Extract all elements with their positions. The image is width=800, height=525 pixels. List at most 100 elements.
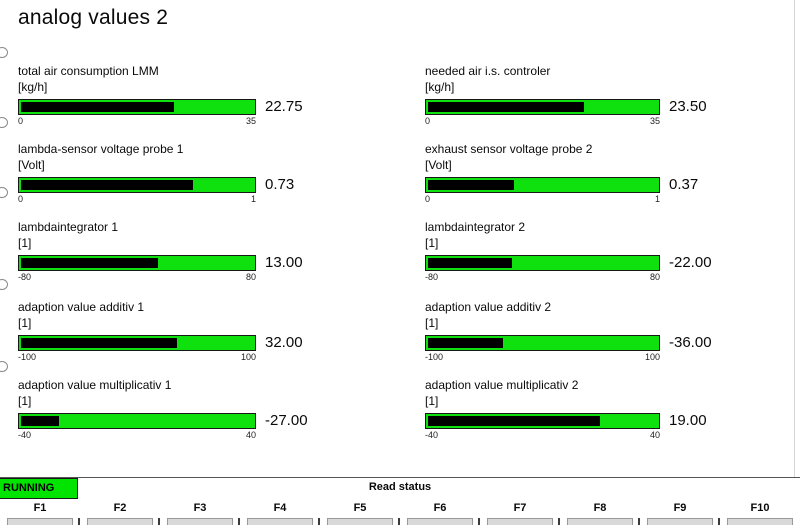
- gauge-scale-min: -100: [18, 352, 37, 362]
- gauge-scale-min: -80: [425, 272, 439, 282]
- gauge-unit: [Volt]: [425, 158, 452, 172]
- gauge-label: exhaust sensor voltage probe 2: [425, 142, 593, 156]
- gauge-unit: [1]: [18, 236, 32, 250]
- gauge-label: needed air i.s. controler: [425, 64, 551, 78]
- gauge-value: 0.73: [265, 176, 295, 193]
- gauge-bar: [425, 98, 660, 115]
- f8-button[interactable]: [567, 518, 633, 525]
- gauge-value: 32.00: [265, 334, 303, 351]
- gauge-bar: [18, 412, 256, 429]
- gauge-bar: [18, 98, 256, 115]
- f2-button[interactable]: [87, 518, 153, 525]
- gauge: lambdaintegrator 1 [1] 13.00 -80 80: [18, 219, 378, 282]
- gauge-scale-max: 40: [649, 430, 660, 440]
- radio-indicator-icon[interactable]: [0, 47, 8, 58]
- gauge-value: 0.37: [669, 176, 699, 193]
- gauge-unit: [1]: [18, 316, 32, 330]
- gauge-scale-max: 1: [250, 194, 256, 204]
- gauge-unit: [Volt]: [18, 158, 45, 172]
- gauge-label: lambdaintegrator 1: [18, 220, 119, 234]
- gauge-bar: [425, 334, 660, 351]
- gauge-label: adaption value additiv 1: [18, 300, 145, 314]
- page-title: analog values 2: [18, 6, 169, 29]
- gauge-fill: [21, 337, 177, 348]
- f6-button[interactable]: [407, 518, 473, 525]
- gauge-label: adaption value additiv 2: [425, 300, 552, 314]
- fkey-label-f5: F5: [353, 502, 367, 514]
- gauge-scale-max: 80: [649, 272, 660, 282]
- gauge-scale-min: -40: [18, 430, 32, 440]
- gauge: lambda-sensor voltage probe 1 [Volt] 0.7…: [18, 141, 378, 204]
- gauge-scale-min: -100: [425, 352, 444, 362]
- gauge-bar: [18, 176, 256, 193]
- gauge-label: lambdaintegrator 2: [425, 220, 526, 234]
- gauge-value: 23.50: [669, 98, 707, 115]
- gauge-fill: [428, 415, 600, 426]
- gauge: adaption value multiplicativ 1 [1] -27.0…: [18, 377, 378, 440]
- function-key-labels: F1 F2 F3 F4 F5 F6 F7 F8 F9 F10: [0, 501, 800, 516]
- fkey-label-f8: F8: [593, 502, 607, 514]
- f5-button[interactable]: [327, 518, 393, 525]
- gauge-unit: [kg/h]: [425, 80, 455, 94]
- gauge-scale-min: 0: [18, 194, 24, 204]
- gauge-value: -22.00: [669, 254, 712, 271]
- f9-button[interactable]: [647, 518, 713, 525]
- gauge: lambdaintegrator 2 [1] -22.00 -80 80: [425, 219, 785, 282]
- fkey-label-f3: F3: [193, 502, 207, 514]
- gauge-unit: [kg/h]: [18, 80, 48, 94]
- gauge-scale-min: 0: [18, 116, 24, 126]
- radio-indicator-icon[interactable]: [0, 279, 8, 290]
- fkey-label-f9: F9: [673, 502, 687, 514]
- gauge-unit: [1]: [18, 394, 32, 408]
- gauge-bar: [18, 334, 256, 351]
- gauge-unit: [1]: [425, 236, 439, 250]
- gauge-fill: [428, 337, 503, 348]
- gauge: exhaust sensor voltage probe 2 [Volt] 0.…: [425, 141, 785, 204]
- radio-indicator-icon[interactable]: [0, 117, 8, 128]
- gauge-fill: [428, 101, 585, 112]
- radio-indicator-icon[interactable]: [0, 187, 8, 198]
- gauge-value: 13.00: [265, 254, 303, 271]
- gauge-fill: [21, 101, 175, 112]
- gauge-fill: [428, 179, 515, 190]
- gauge-label: lambda-sensor voltage probe 1: [18, 142, 184, 156]
- gauge-scale-min: -80: [18, 272, 32, 282]
- gauge-value: 19.00: [669, 412, 707, 429]
- fkey-label-f7: F7: [513, 502, 527, 514]
- gauge: adaption value additiv 1 [1] 32.00 -100 …: [18, 299, 378, 362]
- status-message: Read status: [368, 481, 432, 493]
- gauge-scale-min: 0: [425, 194, 431, 204]
- gauge-label: adaption value multiplicativ 1: [18, 378, 172, 392]
- fkey-label-f1: F1: [33, 502, 47, 514]
- f4-button[interactable]: [247, 518, 313, 525]
- gauge-unit: [1]: [425, 394, 439, 408]
- gauge-fill: [428, 257, 513, 268]
- gauge-value: 22.75: [265, 98, 303, 115]
- gauge-label: adaption value multiplicativ 2: [425, 378, 579, 392]
- gauge: adaption value additiv 2 [1] -36.00 -100…: [425, 299, 785, 362]
- gauge-scale-max: 100: [240, 352, 256, 362]
- f1-button[interactable]: [7, 518, 73, 525]
- gauge-bar: [425, 254, 660, 271]
- fkey-label-f4: F4: [273, 502, 287, 514]
- gauge-scale-min: 0: [425, 116, 431, 126]
- gauge-scale-max: 35: [649, 116, 660, 126]
- gauge-bar: [425, 176, 660, 193]
- gauge-scale-max: 80: [245, 272, 256, 282]
- gauge-bar: [425, 412, 660, 429]
- window-right-border: [794, 0, 795, 477]
- status-bar-divider: [0, 477, 800, 478]
- function-key-buttons: [0, 517, 800, 525]
- f3-button[interactable]: [167, 518, 233, 525]
- f10-button[interactable]: [727, 518, 793, 525]
- gauge-scale-min: -40: [425, 430, 439, 440]
- gauge-unit: [1]: [425, 316, 439, 330]
- gauge: total air consumption LMM [kg/h] 22.75 0…: [18, 63, 378, 126]
- gauge: adaption value multiplicativ 2 [1] 19.00…: [425, 377, 785, 440]
- running-status-badge: RUNNING: [0, 478, 78, 499]
- fkey-label-f6: F6: [433, 502, 447, 514]
- radio-indicator-icon[interactable]: [0, 361, 8, 372]
- gauge-fill: [21, 179, 194, 190]
- f7-button[interactable]: [487, 518, 553, 525]
- gauge-fill: [21, 257, 159, 268]
